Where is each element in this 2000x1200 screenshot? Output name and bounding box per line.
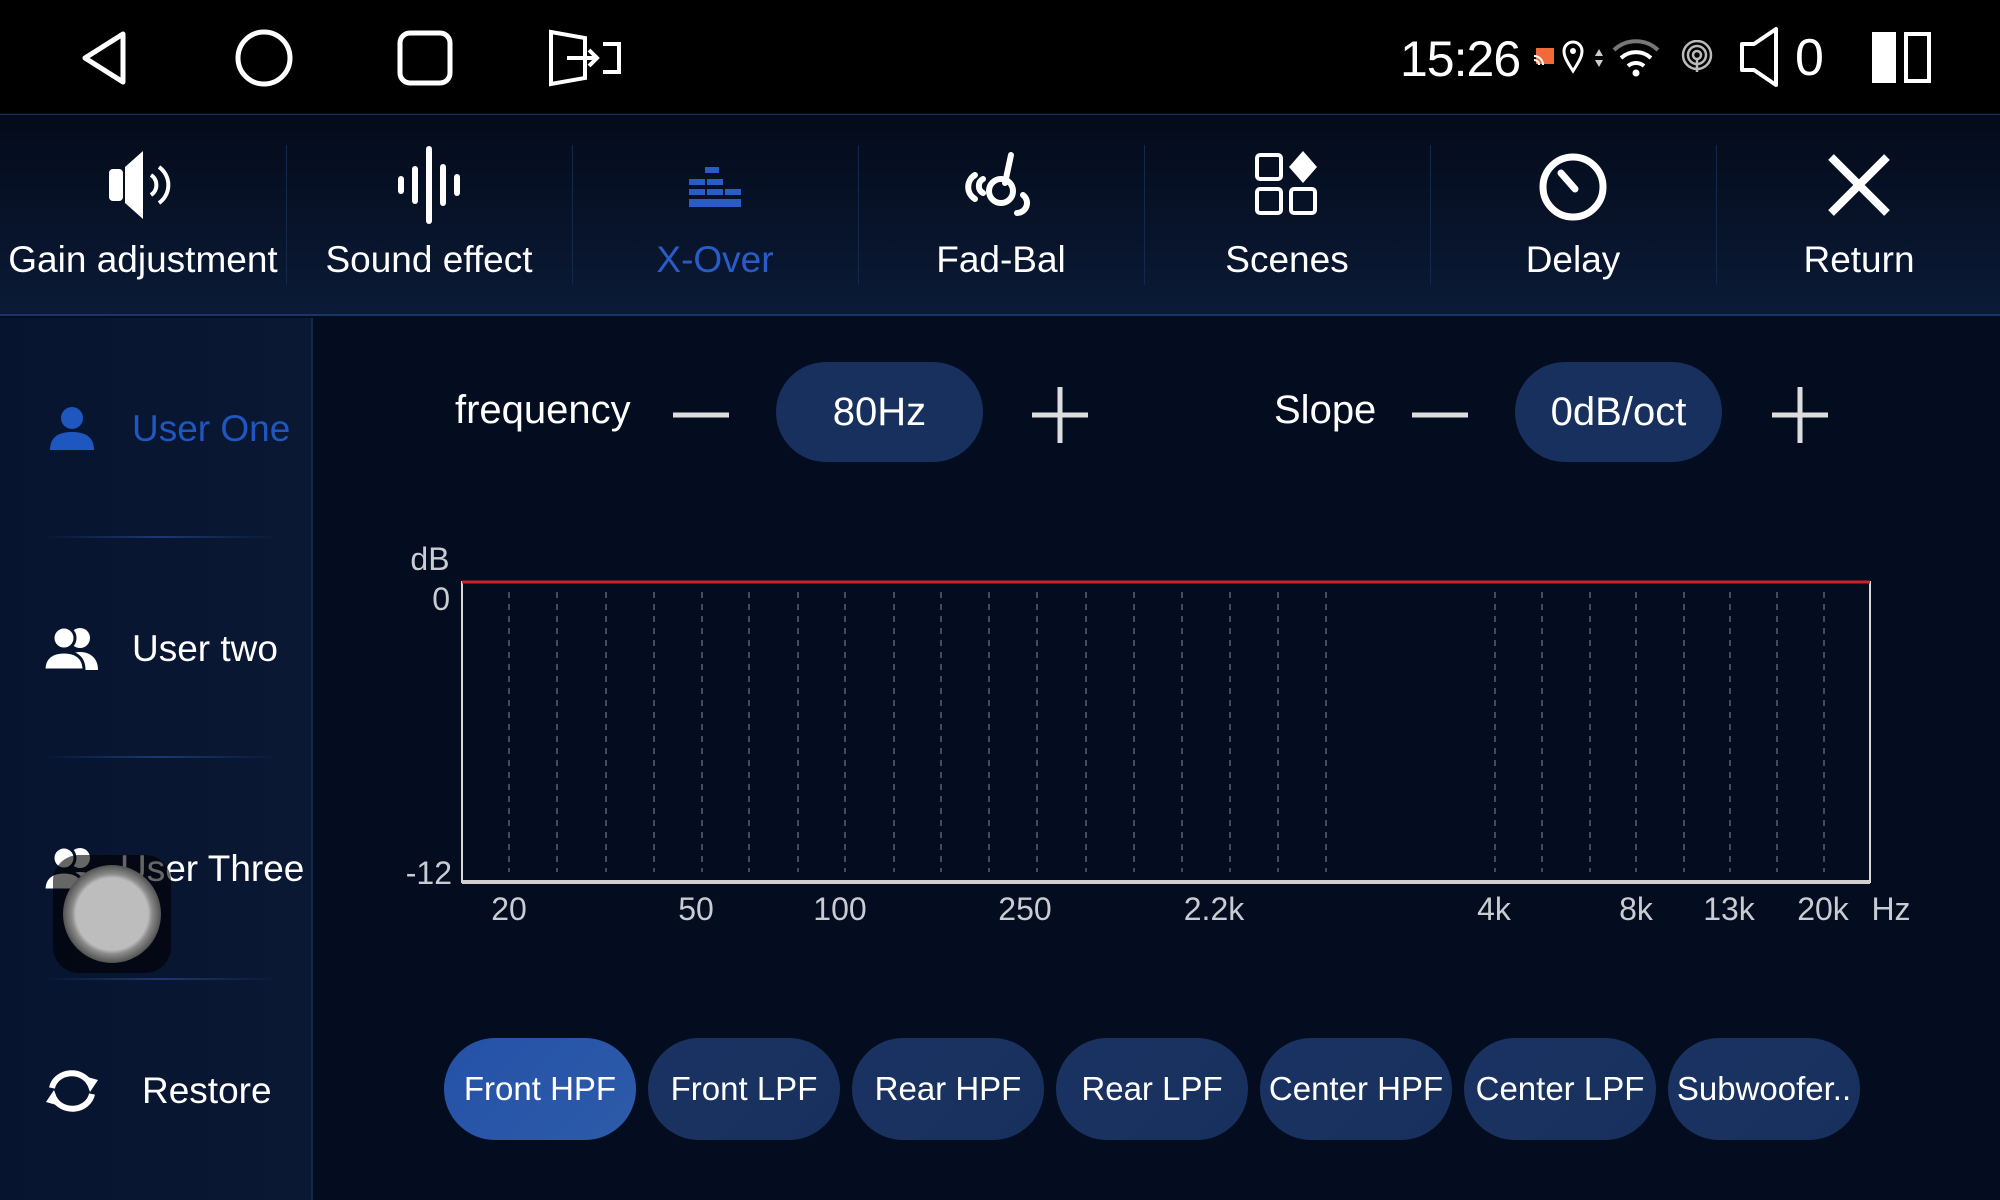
data-arrows-icon [1595,49,1603,67]
x-tick-label: 20k [1797,891,1850,927]
slope-label: Slope [1274,388,1377,432]
x-tick-label: 100 [813,891,866,927]
tab-label: Gain adjustment [8,239,278,280]
tab-label: X-Over [656,239,774,280]
close-icon [1828,154,1890,216]
waveform-icon [398,146,460,224]
sidebar-item-label: User two [132,628,278,669]
tab-gain-adjustment[interactable]: Gain adjustment [0,115,286,315]
recents-icon[interactable] [395,28,455,88]
channel-button-center-lpf[interactable]: Center LPF [1464,1038,1656,1140]
x-tick-label: 20 [491,891,527,927]
channel-button-subwoofer[interactable]: Subwoofer.. [1668,1038,1860,1140]
x-tick-label: 250 [998,891,1051,927]
channel-button-center-hpf[interactable]: Center HPF [1260,1038,1452,1140]
tab-fad-bal[interactable]: Fad-Bal [858,115,1144,315]
volume-level: 0 [1795,29,1824,87]
assistive-touch-button[interactable] [53,855,171,973]
scenes-grid-icon [1255,151,1317,215]
users-icon [42,625,98,672]
split-screen-icon[interactable] [1870,30,1932,85]
volume-icon[interactable] [1738,26,1782,88]
timer-icon [1539,153,1607,221]
status-bar: 15:26 0 [0,0,2000,113]
x-axis-unit: Hz [1871,891,1910,927]
y-tick-label: 0 [432,581,450,617]
sidebar-item-label: Restore [142,1070,272,1111]
tab-label: Return [1803,239,1915,280]
tab-x-over[interactable]: X-Over [572,115,858,315]
frequency-label: frequency [455,388,631,432]
y-tick-label: -12 [406,855,452,891]
slope-increase-button[interactable] [1770,385,1830,445]
sidebar-item-label: User One [132,408,291,449]
slope-value[interactable]: 0dB/oct [1515,362,1722,462]
hotspot-icon [1681,40,1713,72]
frequency-increase-button[interactable] [1030,385,1090,445]
y-axis-label: dB [410,541,449,577]
tab-label: Scenes [1225,239,1349,280]
tab-label: Delay [1525,239,1621,280]
tab-delay[interactable]: Delay [1430,115,1716,315]
channel-button-rear-hpf[interactable]: Rear HPF [852,1038,1044,1140]
slope-decrease-button[interactable] [1410,385,1470,445]
speaker-icon [109,151,171,219]
sidebar-item-user-one[interactable]: User One [0,368,313,488]
sidebar-item-restore[interactable]: Restore [0,1030,313,1150]
screen-switch-icon[interactable] [545,28,625,88]
crossover-bars-icon [689,167,741,207]
channel-button-front-lpf[interactable]: Front LPF [648,1038,840,1140]
frequency-decrease-button[interactable] [671,385,731,445]
x-tick-label: 4k [1477,891,1512,927]
x-tick-label: 50 [678,891,714,927]
channel-button-rear-lpf[interactable]: Rear LPF [1056,1038,1248,1140]
tab-return[interactable]: Return [1716,115,2000,315]
cast-icon [1533,48,1554,66]
wifi-icon [1612,39,1660,77]
frequency-value[interactable]: 80Hz [776,362,983,462]
x-tick-label: 13k [1703,891,1756,927]
home-icon[interactable] [234,28,294,88]
back-icon[interactable] [75,28,135,88]
tab-label: Sound effect [325,239,533,280]
clock: 15:26 [1400,31,1521,87]
x-tick-label: 8k [1619,891,1654,927]
location-icon [1562,40,1584,74]
fader-balance-icon [965,152,1030,216]
refresh-icon [46,1070,98,1112]
sidebar: User One User two User Three Restore [0,318,313,1200]
grid-lines [508,592,1825,872]
user-icon [50,407,94,450]
tab-bar: Gain adjustment Sound effect X-Over Fad-… [0,114,2000,316]
x-tick-label: 2.2k [1184,891,1245,927]
plot-frame [461,581,1871,883]
channel-button-front-hpf[interactable]: Front HPF [444,1038,636,1140]
tab-sound-effect[interactable]: Sound effect [286,115,572,315]
tab-scenes[interactable]: Scenes [1144,115,1430,315]
tab-label: Fad-Bal [936,239,1066,280]
sidebar-item-user-two[interactable]: User two [0,588,313,708]
